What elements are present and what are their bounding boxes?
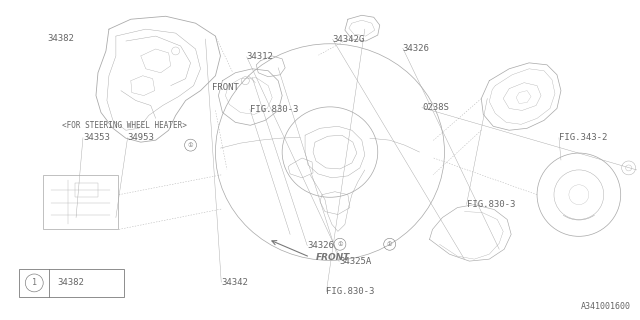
Text: FIG.830-3: FIG.830-3 <box>467 200 515 209</box>
Text: A341001600: A341001600 <box>580 302 630 311</box>
Text: FIG.830-3: FIG.830-3 <box>326 287 375 296</box>
Text: 34342G: 34342G <box>333 35 365 44</box>
Text: 34353: 34353 <box>83 133 110 142</box>
Text: <FOR STEERING WHEEL HEATER>: <FOR STEERING WHEEL HEATER> <box>62 121 187 130</box>
Text: FRONT: FRONT <box>212 83 239 92</box>
Text: 0238S: 0238S <box>422 103 449 112</box>
Text: ①: ① <box>387 242 392 247</box>
Text: 34326: 34326 <box>307 241 334 250</box>
Text: 34312: 34312 <box>246 52 273 61</box>
Text: FIG.830-3: FIG.830-3 <box>250 105 298 114</box>
Text: 34953: 34953 <box>127 133 154 142</box>
Text: 1: 1 <box>32 278 36 287</box>
Text: FRONT: FRONT <box>316 253 350 262</box>
Text: 34382: 34382 <box>47 34 74 43</box>
Bar <box>44 175 118 229</box>
Text: 34325A: 34325A <box>339 257 371 266</box>
Text: 34342: 34342 <box>221 278 248 287</box>
Text: FIG.343-2: FIG.343-2 <box>559 133 607 142</box>
Text: ①: ① <box>188 143 193 148</box>
Text: 34326: 34326 <box>403 44 429 53</box>
Text: ①: ① <box>337 242 343 247</box>
Text: 34382: 34382 <box>57 278 84 287</box>
Bar <box>19 269 124 297</box>
